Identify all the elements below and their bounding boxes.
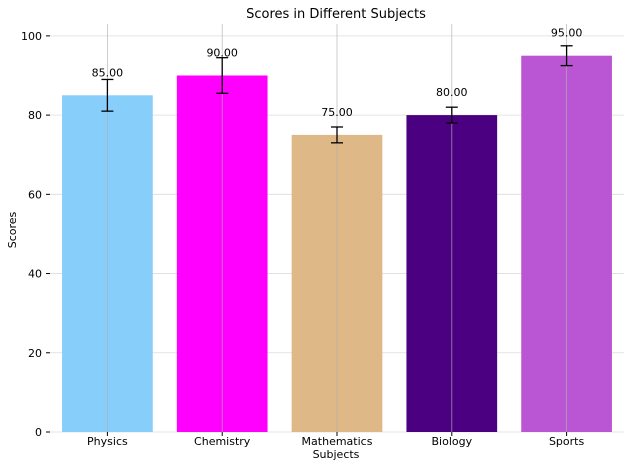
y-tick-label: 20 xyxy=(28,347,42,360)
x-tick-label: Physics xyxy=(87,435,128,448)
error-bars xyxy=(101,45,573,144)
y-tick-label: 0 xyxy=(35,426,42,439)
data-labels: 85.00 90.00 75.00 80.00 95.00 xyxy=(92,27,583,119)
y-tick-label: 80 xyxy=(28,109,42,122)
x-axis-ticks: Physics Chemistry Mathematics Biology Sports xyxy=(87,432,584,448)
data-label: 85.00 xyxy=(92,66,124,79)
data-label: 95.00 xyxy=(551,27,583,40)
data-label: 75.00 xyxy=(321,106,353,119)
y-axis-label: Scores xyxy=(6,211,19,248)
x-tick-label: Chemistry xyxy=(194,435,251,448)
x-tick-label: Biology xyxy=(431,435,472,448)
y-tick-label: 40 xyxy=(28,268,42,281)
x-axis-label: Subjects xyxy=(313,448,360,461)
x-tick-label: Sports xyxy=(549,435,585,448)
chart-title: Scores in Different Subjects xyxy=(246,7,426,22)
y-tick-label: 100 xyxy=(21,30,42,43)
data-label: 90.00 xyxy=(206,46,238,59)
x-tick-label: Mathematics xyxy=(302,435,373,448)
y-axis-ticks: 0 20 40 60 80 100 xyxy=(21,30,50,439)
y-tick-label: 60 xyxy=(28,188,42,201)
data-label: 80.00 xyxy=(436,86,468,99)
